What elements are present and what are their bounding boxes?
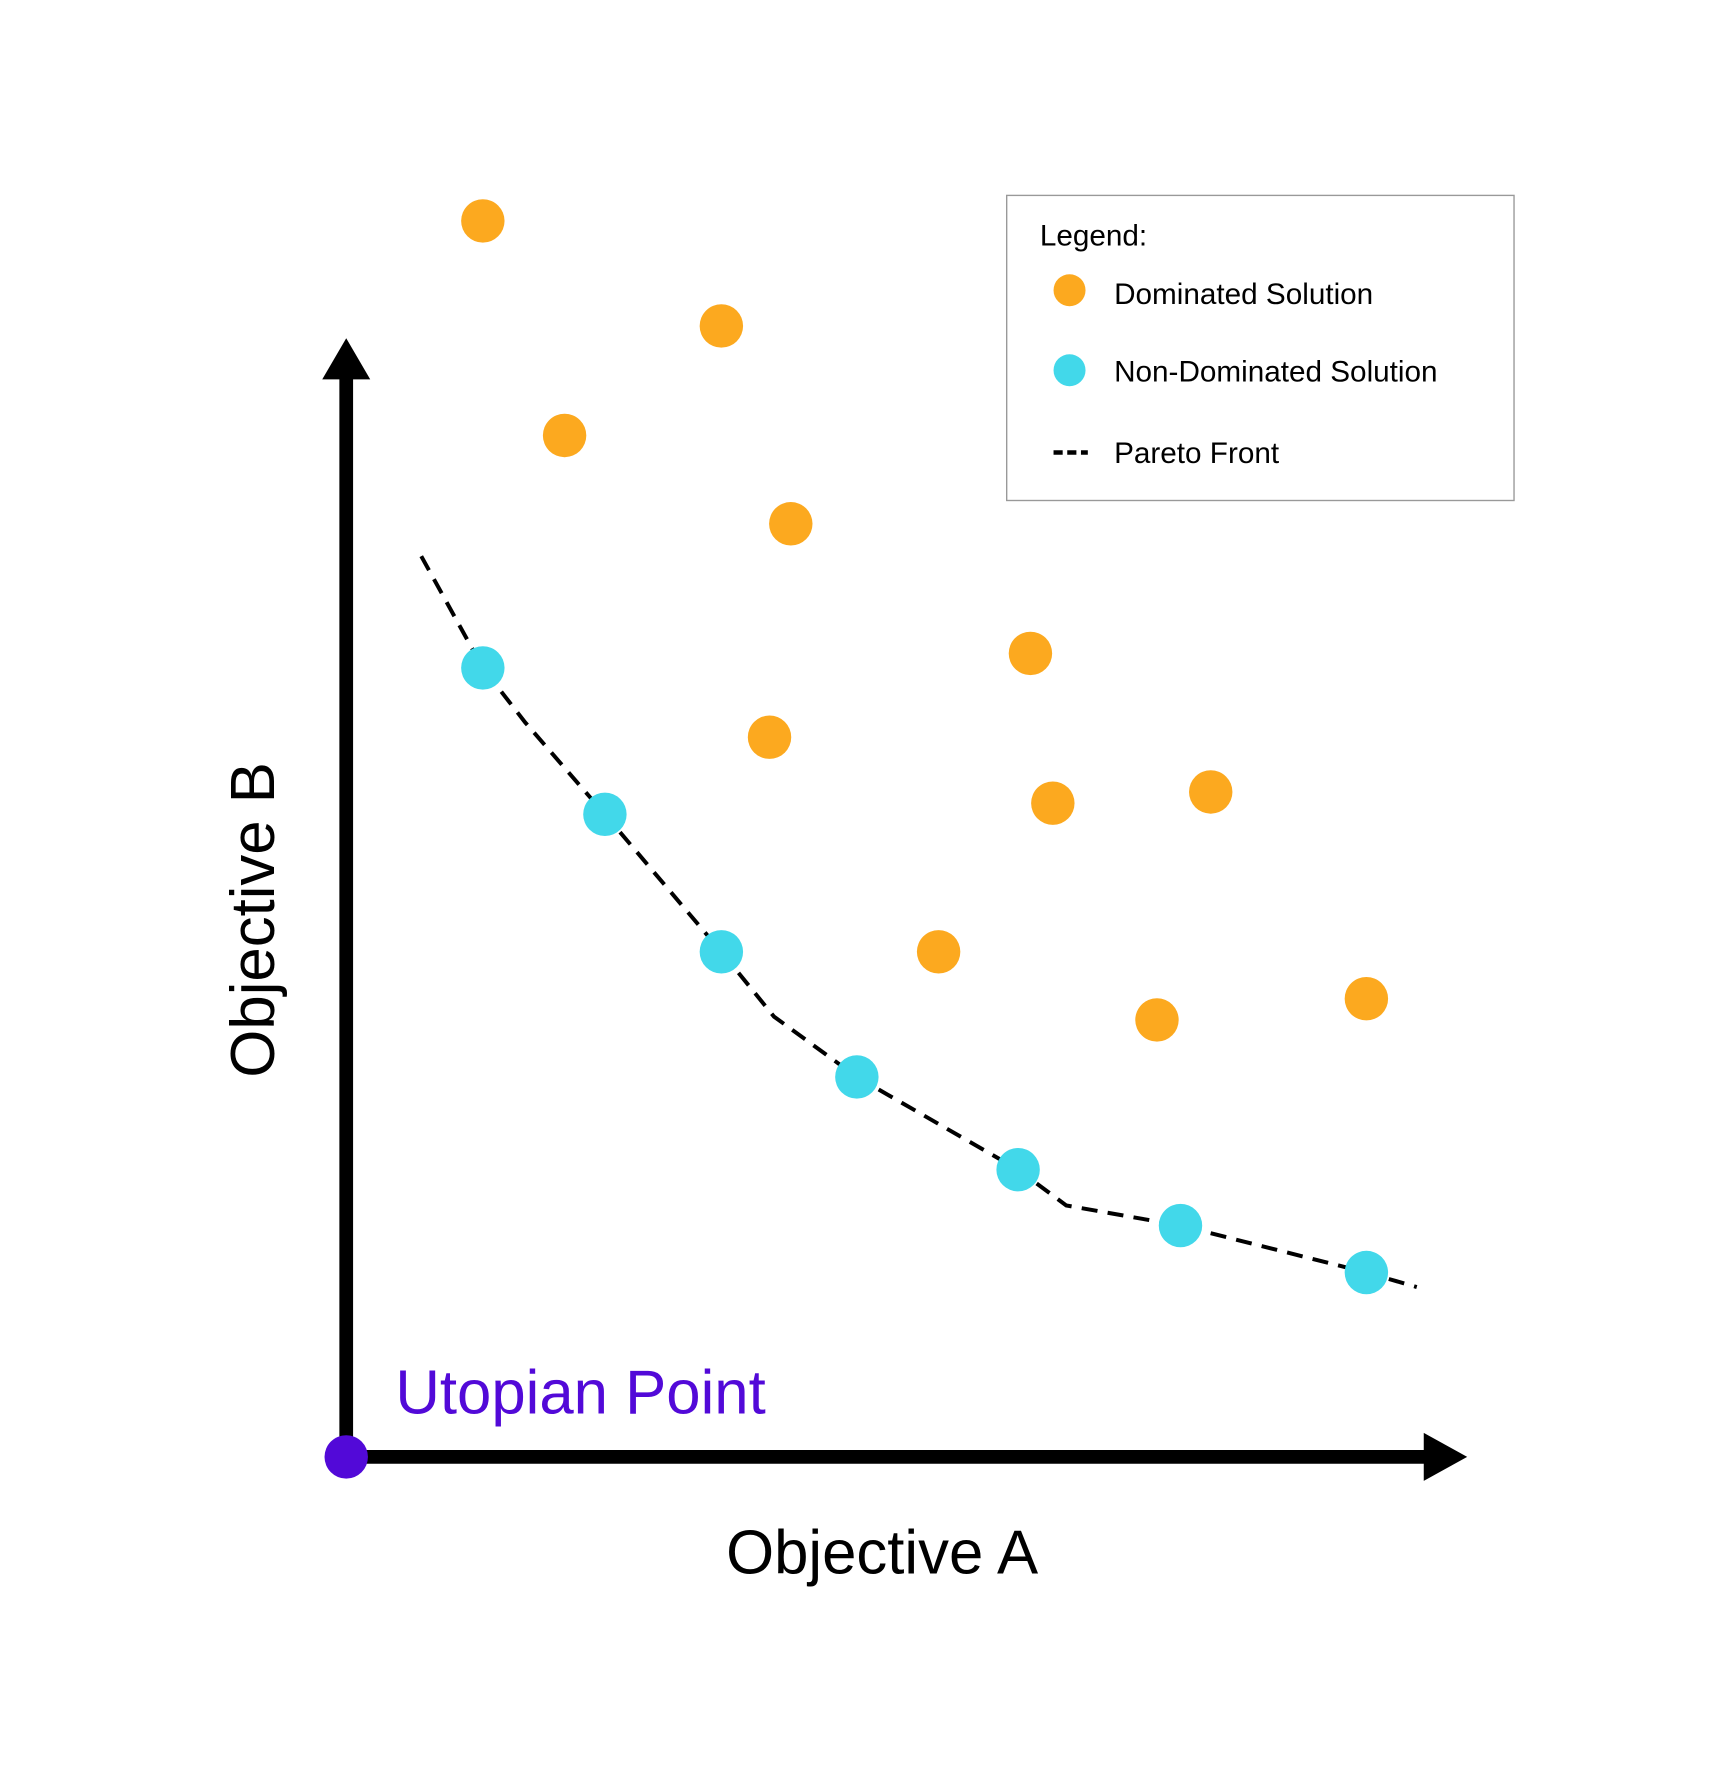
y-axis-label: Objective B [219, 762, 288, 1077]
pareto-front-line [419, 555, 1418, 1289]
dominated-solution-point [1135, 998, 1179, 1042]
y-axis-arrowhead [322, 338, 371, 380]
legend-box [1006, 194, 1515, 502]
legend-pareto-label: Pareto Front [1114, 437, 1280, 470]
legend: Legend: Dominated Solution Non-Dominated… [1006, 194, 1515, 502]
legend-nondominated-label: Non-Dominated Solution [1114, 356, 1437, 389]
legend-title: Legend: [1040, 220, 1147, 253]
utopian-point [324, 1435, 368, 1479]
dominated-solution-point [699, 304, 744, 348]
utopian-point-label: Utopian Point [395, 1358, 765, 1427]
non-dominated-solution-point [996, 1147, 1040, 1192]
dominated-solution-point [1031, 781, 1075, 825]
non-dominated-solution-point [1344, 1250, 1389, 1295]
non-dominated-solution-point [1158, 1203, 1203, 1248]
legend-dominated-marker [1053, 274, 1086, 307]
non-dominated-solution-point [835, 1055, 879, 1099]
pareto-front-layer [419, 555, 1418, 1289]
dominated-solution-point [1008, 631, 1053, 676]
points-layer [461, 199, 1389, 1295]
dominated-solution-point [1344, 977, 1389, 1021]
non-dominated-solution-point [583, 792, 627, 837]
dominated-solution-point [747, 715, 792, 759]
non-dominated-solution-point [699, 930, 744, 974]
x-axis-arrowhead [1423, 1432, 1468, 1481]
legend-dominated-label: Dominated Solution [1114, 278, 1373, 311]
legend-nondominated-marker [1053, 354, 1086, 387]
non-dominated-solution-point [461, 646, 505, 690]
dominated-solution-point [769, 502, 813, 546]
x-axis-label: Objective A [726, 1518, 1039, 1587]
dominated-solution-point [461, 199, 505, 243]
dominated-solution-point [542, 413, 587, 458]
dominated-solution-point [1189, 770, 1233, 814]
dominated-solution-point [916, 930, 961, 974]
